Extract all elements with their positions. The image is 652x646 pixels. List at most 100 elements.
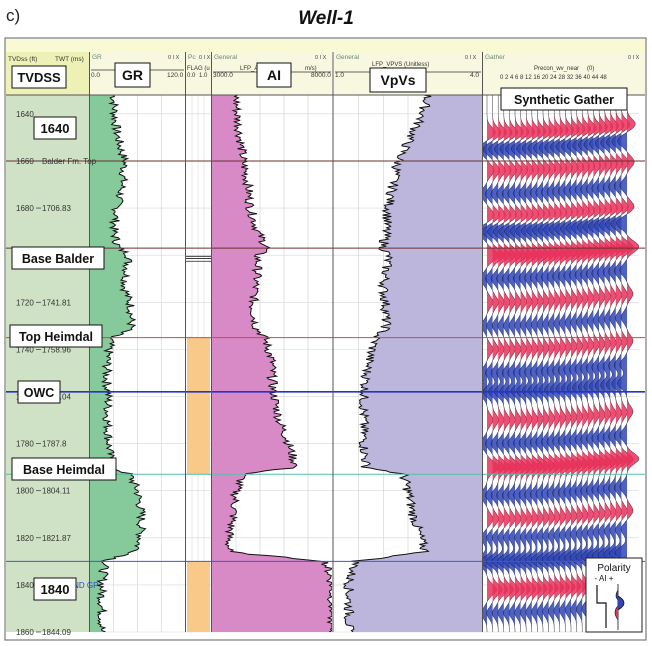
gr-close-mark[interactable]: 0 I X: [168, 55, 180, 61]
header-strip: [6, 39, 645, 52]
gather-trace: [514, 95, 539, 632]
flag-close-mark[interactable]: 0 I X: [199, 55, 211, 61]
twt-column-name: TWT (ms): [55, 56, 84, 63]
tvdss-tick-label: 1740: [16, 345, 34, 354]
gather-trace: [502, 95, 528, 632]
ai-curve: [224, 95, 332, 632]
gr-curve: [95, 95, 147, 632]
gather-trace: [569, 95, 595, 632]
top-heimdal-box: [9, 324, 103, 348]
ai-range-min: 3000.0: [213, 72, 233, 79]
ai-label-box: [256, 62, 292, 88]
gather-trace-positive-fill: [537, 95, 550, 632]
gather-trace-positive-fill: [559, 95, 572, 632]
depth-1840-label: 1840: [41, 582, 70, 597]
gather-trace: [564, 95, 589, 632]
horizon-lines: [6, 160, 645, 562]
gather-track-name: Gather: [485, 54, 506, 61]
vpvs-track-name: General: [336, 54, 360, 61]
flag-range-max: 1.0: [199, 73, 208, 79]
vpvs-range-min: 1.0: [335, 72, 344, 79]
synthetic-gather-label: Synthetic Gather: [514, 93, 614, 107]
ai-close-mark[interactable]: 0 I X: [315, 55, 327, 61]
ai-track-name: General: [214, 54, 238, 61]
tvdss-tick-label: 1720: [16, 298, 34, 307]
synthetic-gather-traces: [483, 95, 639, 632]
top-heimdal-label: Top Heimdal: [19, 330, 93, 344]
gather-trace: [491, 95, 517, 632]
vpvs-fill: [343, 95, 482, 632]
gr-range-max: 120.0: [167, 72, 184, 79]
owc-box: [17, 380, 61, 404]
ai-curve-group: [212, 95, 332, 632]
vpvs-curve-group: [342, 95, 482, 632]
gather-trace-negative-fill: [603, 95, 616, 632]
ai-fill: [212, 95, 332, 632]
gather-trace-positive-fill: [571, 95, 583, 632]
gather-offset-ticks: 0 2 4 6 8 12 16 20 24 28 32 36 40 44 48: [500, 75, 607, 81]
flag-range-min: 0.0: [187, 73, 196, 79]
gather-trace-positive-fill: [576, 95, 589, 632]
gather-trace: [598, 95, 623, 632]
gather-trace: [553, 95, 578, 632]
polarity-trough: [617, 595, 625, 611]
depth-track: [6, 95, 89, 632]
gather-close-mark[interactable]: 0 I X: [628, 55, 640, 61]
vpvs-close-mark[interactable]: 0 I X: [465, 55, 477, 61]
gather-trace: [536, 95, 561, 632]
base-heimdal-label: Base Heimdal: [23, 463, 105, 477]
gather-trace-positive-fill: [543, 95, 555, 632]
ai-label: AI: [267, 67, 281, 83]
gather-trace: [614, 95, 639, 632]
twt-tick-label: 1741.81: [42, 298, 71, 307]
tvdss-column-name: TVDss (ft): [8, 56, 37, 63]
gr-label: GR: [122, 67, 143, 83]
gr-range-min: 0.0: [91, 72, 100, 79]
gather-trace: [547, 95, 573, 632]
polarity-positive-lobe: [614, 605, 619, 621]
gather-trace: [575, 95, 601, 632]
vpvs-label: VpVs: [380, 72, 415, 88]
gather-trace: [581, 95, 606, 632]
depth-1640-box: [33, 116, 77, 140]
owc-label: OWC: [24, 386, 55, 400]
tvdss-tick-label: 1660: [16, 157, 34, 166]
twt-tick-label: 1758.96: [42, 345, 71, 354]
gather-trace: [609, 95, 634, 632]
gather-log-name: Precon_wv_near: [534, 66, 579, 72]
depth-1640-label: 1640: [41, 121, 70, 136]
ai-log-name: LFP_A: [240, 66, 258, 72]
vpvs-label-box: [369, 67, 427, 93]
tvdss-tick-label: 1860: [16, 628, 34, 637]
annotation-labels: 1640 Base Balder Top Heimdal OWC Base He…: [9, 87, 628, 601]
flag-interval-0: [187, 337, 210, 475]
gather-trace-positive-fill: [548, 95, 561, 632]
base-balder-box: [11, 246, 105, 270]
flag-interval-1: [187, 561, 210, 632]
twt-tick-label: 1804.11: [42, 487, 71, 496]
gather-trace-positive-fill: [582, 95, 595, 632]
tvdss-tick-label: 1640: [16, 110, 34, 119]
flag-log-name: FLAG (u: [187, 66, 210, 72]
gather-trace-negative-fill: [615, 95, 627, 632]
base-balder-label: Base Balder: [22, 252, 94, 266]
polarity-ai-step: [596, 585, 607, 628]
gather-trace: [485, 95, 511, 632]
gr-fill: [90, 95, 146, 632]
gr-label-box: [114, 62, 151, 88]
twt-tick-label: 1844.09: [42, 628, 71, 637]
tvdss-tick-label: 1800: [16, 487, 34, 496]
gather-trace: [541, 95, 567, 632]
figure-label: c): [6, 6, 21, 25]
figure-title: Well-1: [298, 8, 354, 29]
twt-tick-label: 1821.87: [42, 534, 71, 543]
tvdss-label: TVDSS: [17, 70, 61, 85]
flag-track-name: Pc: [188, 54, 196, 61]
synthetic-gather-box: [500, 87, 628, 111]
gather-trace: [483, 95, 505, 632]
ai-range-max: 8000.0: [311, 72, 331, 79]
vpvs-log-name: LFP_VPVS (Unitless): [372, 62, 429, 68]
flag-header: [186, 52, 211, 95]
polarity-title: Polarity: [597, 563, 630, 574]
